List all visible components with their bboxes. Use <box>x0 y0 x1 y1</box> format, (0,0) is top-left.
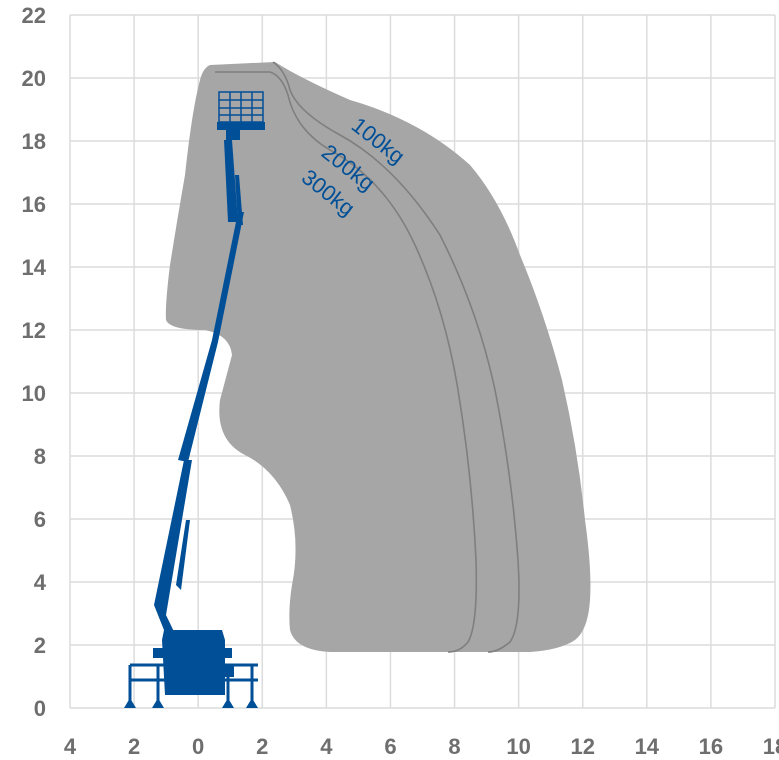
contour-200kg <box>215 71 478 653</box>
y-tick-label: 4 <box>34 570 47 595</box>
x-tick-label: 2 <box>256 734 268 759</box>
working-envelope <box>165 62 591 652</box>
outrigger-pads <box>124 698 258 708</box>
outriggers <box>128 663 258 705</box>
x-tick-label: 4 <box>320 734 333 759</box>
x-tick-label: 18 <box>763 734 779 759</box>
y-axis-tick-labels: 0 2 4 6 8 10 12 14 16 18 20 22 <box>22 3 47 721</box>
basket-mount <box>226 130 240 140</box>
jib-cylinder <box>235 175 243 225</box>
x-tick-label: 6 <box>384 734 396 759</box>
lower-boom <box>154 460 192 645</box>
x-tick-label: 4 <box>64 734 77 759</box>
wheel-left <box>153 648 165 658</box>
contour-100kg <box>272 61 520 653</box>
x-tick-label: 0 <box>192 734 204 759</box>
wheel-right <box>222 648 232 658</box>
y-tick-label: 0 <box>34 696 46 721</box>
y-tick-label: 16 <box>22 192 46 217</box>
y-tick-label: 2 <box>34 633 46 658</box>
x-axis-tick-labels: 4 2 0 2 4 6 8 10 12 14 16 18 <box>64 734 779 759</box>
y-tick-label: 20 <box>22 66 46 91</box>
aerial-platform-illustration <box>124 91 265 708</box>
x-tick-label: 8 <box>448 734 460 759</box>
chassis <box>162 630 225 695</box>
y-tick-label: 10 <box>22 381 46 406</box>
y-tick-label: 12 <box>22 318 46 343</box>
upper-boom <box>178 212 244 462</box>
basket-floor <box>217 122 265 130</box>
x-tick-label: 10 <box>506 734 530 759</box>
x-tick-label: 2 <box>128 734 140 759</box>
wheel-right-lower <box>222 665 234 677</box>
x-tick-label: 12 <box>570 734 594 759</box>
y-tick-label: 18 <box>22 129 46 154</box>
y-tick-label: 22 <box>22 3 46 28</box>
lower-boom-cylinder <box>176 520 190 590</box>
x-tick-label: 16 <box>699 734 723 759</box>
basket <box>218 91 264 123</box>
y-tick-label: 6 <box>34 507 46 532</box>
y-tick-label: 14 <box>22 255 47 280</box>
jib <box>224 140 238 222</box>
y-tick-label: 8 <box>34 444 46 469</box>
x-tick-label: 14 <box>635 734 660 759</box>
